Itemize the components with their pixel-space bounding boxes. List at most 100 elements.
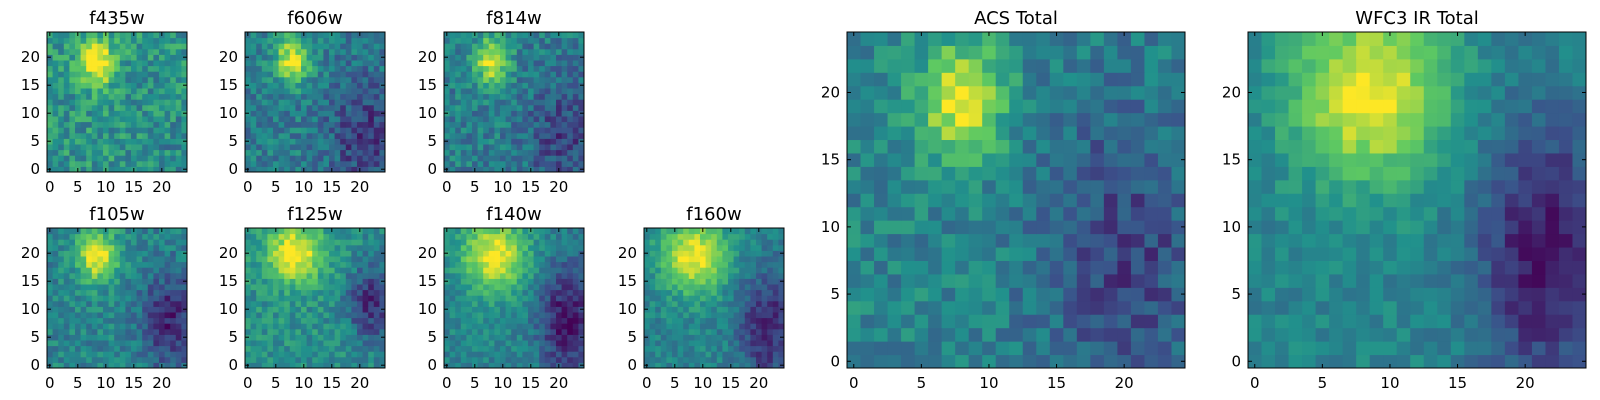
heatmap-cell	[345, 93, 352, 100]
heatmap-cell	[114, 261, 121, 268]
heatmap-cell	[477, 306, 484, 313]
heatmap-cell	[250, 256, 257, 263]
heatmap-cell	[772, 306, 779, 313]
heatmap-cell	[63, 345, 70, 352]
heatmap-cell	[544, 110, 551, 117]
heatmap-cell	[125, 284, 132, 291]
heatmap-cell	[550, 300, 557, 307]
heatmap-cell	[522, 76, 529, 83]
heatmap-cell	[578, 272, 585, 279]
heatmap-cell	[267, 43, 274, 50]
heatmap-cell	[483, 155, 490, 162]
heatmap-cell	[1130, 220, 1145, 235]
heatmap-cell	[103, 345, 110, 352]
heatmap-cell	[329, 104, 336, 111]
heatmap-cell	[444, 244, 451, 251]
heatmap-cell	[477, 295, 484, 302]
heatmap-cell	[373, 328, 380, 335]
heatmap-cell	[550, 334, 557, 341]
heatmap-cell	[466, 323, 473, 330]
heatmap-cell	[340, 138, 347, 145]
heatmap-cell	[572, 244, 579, 251]
heatmap-cell	[47, 340, 54, 347]
heatmap-cell	[756, 312, 763, 319]
heatmap-cell	[170, 48, 177, 55]
heatmap-cell	[1022, 166, 1037, 181]
heatmap-cell	[357, 104, 364, 111]
heatmap-cell	[175, 328, 182, 335]
y-tick-label: 20	[219, 244, 238, 262]
heatmap-cell	[772, 289, 779, 296]
heatmap-cell	[539, 233, 546, 240]
heatmap-cell	[47, 356, 54, 363]
heatmap-cell	[329, 48, 336, 55]
heatmap-cell	[170, 267, 177, 274]
heatmap-cell	[97, 104, 104, 111]
heatmap-cell	[761, 278, 768, 285]
heatmap-cell	[1036, 300, 1051, 315]
heatmap-cell	[323, 312, 330, 319]
heatmap-cell	[86, 278, 93, 285]
heatmap-cell	[58, 166, 65, 173]
heatmap-cell	[955, 314, 970, 329]
heatmap-cell	[368, 250, 375, 257]
heatmap-cell	[995, 247, 1010, 261]
heatmap-cell	[578, 284, 585, 291]
heatmap-cell	[1130, 166, 1145, 181]
heatmap-cell	[278, 340, 285, 347]
heatmap-cell	[444, 160, 451, 167]
heatmap-cell	[284, 250, 291, 257]
heatmap-cell	[860, 179, 875, 194]
heatmap-cell	[52, 54, 59, 61]
heatmap-cell	[567, 121, 574, 128]
heatmap-cell	[125, 155, 132, 162]
heatmap-cell	[516, 267, 523, 274]
heatmap-cell	[312, 317, 319, 324]
heatmap-cell	[1130, 233, 1145, 248]
heatmap-cell	[500, 155, 507, 162]
heatmap-cell	[267, 244, 274, 251]
heatmap-cell	[750, 334, 757, 341]
heatmap-cell	[373, 312, 380, 319]
heatmap-cell	[119, 132, 126, 139]
heatmap-cell	[500, 250, 507, 257]
heatmap-cell	[711, 306, 718, 313]
heatmap-cell	[63, 149, 70, 156]
heatmap-cell	[175, 345, 182, 352]
heatmap-cell	[52, 289, 59, 296]
heatmap-cell	[340, 32, 347, 39]
heatmap-cell	[444, 88, 451, 95]
heatmap-cell	[556, 116, 563, 123]
heatmap-cell	[373, 160, 380, 167]
heatmap-cell	[351, 155, 358, 162]
heatmap-cell	[968, 287, 983, 302]
heatmap-cell	[995, 327, 1010, 342]
heatmap-cell	[153, 345, 160, 352]
heatmap-cell	[466, 284, 473, 291]
heatmap-cell	[660, 306, 667, 313]
heatmap-cell	[914, 220, 929, 235]
heatmap-cell	[761, 300, 768, 307]
heatmap-cell	[273, 116, 280, 123]
heatmap-cell	[329, 256, 336, 263]
heatmap-cell	[472, 160, 479, 167]
heatmap-cell	[705, 244, 712, 251]
heatmap-cell	[312, 340, 319, 347]
heatmap-cell	[722, 256, 729, 263]
heatmap-cell	[539, 65, 546, 72]
heatmap-cell	[968, 260, 983, 275]
heatmap-cell	[373, 99, 380, 106]
heatmap-cell	[572, 362, 579, 369]
heatmap-cell	[273, 295, 280, 302]
heatmap-cell	[351, 71, 358, 78]
heatmap-cell	[317, 340, 324, 347]
heatmap-cell	[52, 93, 59, 100]
heatmap-cell	[91, 104, 98, 111]
heatmap-cell	[567, 88, 574, 95]
heatmap-cell	[301, 43, 308, 50]
heatmap-cell	[114, 256, 121, 263]
heatmap-cell	[80, 60, 87, 67]
heatmap-cell	[164, 43, 171, 50]
heatmap-cell	[700, 233, 707, 240]
heatmap-cell	[47, 312, 54, 319]
